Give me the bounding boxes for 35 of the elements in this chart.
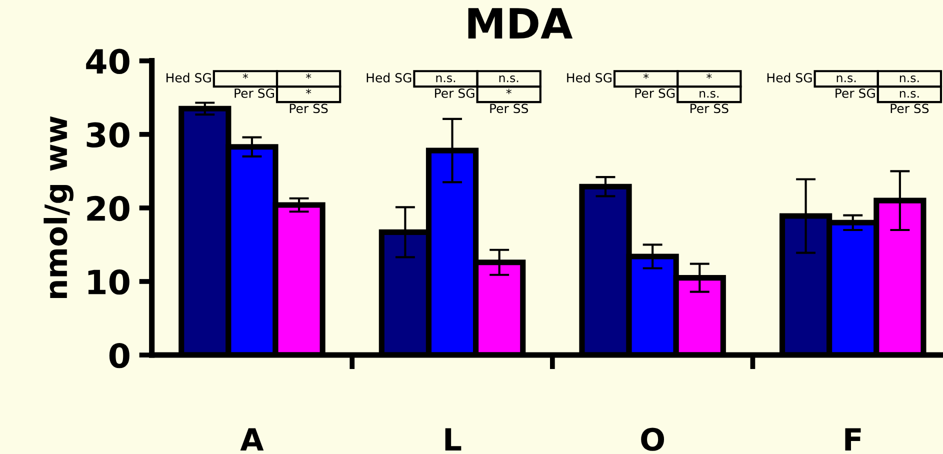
y-tick-label: 10 bbox=[88, 269, 130, 295]
annotation: Per SS bbox=[490, 104, 528, 114]
x-tick-label: L bbox=[445, 428, 462, 450]
annotation: n.s. bbox=[436, 76, 456, 82]
annotation: n.s. bbox=[900, 76, 919, 82]
annotation: Per SG bbox=[635, 88, 675, 98]
y-tick-label: 40 bbox=[86, 48, 130, 74]
x-tick-label: F bbox=[845, 428, 861, 450]
annotation: Hed SG bbox=[166, 72, 211, 82]
annotation: * bbox=[306, 73, 312, 79]
annotation: Hed SG bbox=[767, 72, 812, 82]
annotation: Per SG bbox=[435, 88, 474, 98]
annotation: Hed SG bbox=[567, 72, 612, 82]
x-tick-label: A bbox=[240, 428, 264, 450]
annotation: n.s. bbox=[836, 76, 856, 82]
y-tick-label: 20 bbox=[87, 196, 130, 222]
annotation: * bbox=[306, 88, 312, 94]
annotation: * bbox=[706, 73, 712, 79]
annotation: Per SG bbox=[234, 88, 274, 98]
annotation: * bbox=[643, 73, 649, 79]
y-tick-label: 0 bbox=[109, 342, 130, 368]
y-axis-title: nmol/g ww bbox=[44, 116, 74, 298]
annotation: * bbox=[242, 73, 248, 79]
annotation: n.s. bbox=[700, 90, 718, 98]
annotation: Per SG bbox=[836, 88, 875, 98]
annotation: n.s. bbox=[499, 76, 518, 82]
annotation: n.s. bbox=[900, 90, 919, 98]
chart-title: MDA bbox=[468, 8, 573, 38]
annotation: Per SS bbox=[690, 104, 728, 114]
annotation: Per SS bbox=[290, 104, 328, 114]
y-tick-label: 30 bbox=[86, 122, 130, 148]
annotation: * bbox=[506, 88, 512, 94]
x-tick-label: O bbox=[641, 428, 664, 451]
annotation: Per SS bbox=[890, 104, 929, 114]
annotation: Hed SG bbox=[366, 72, 412, 82]
